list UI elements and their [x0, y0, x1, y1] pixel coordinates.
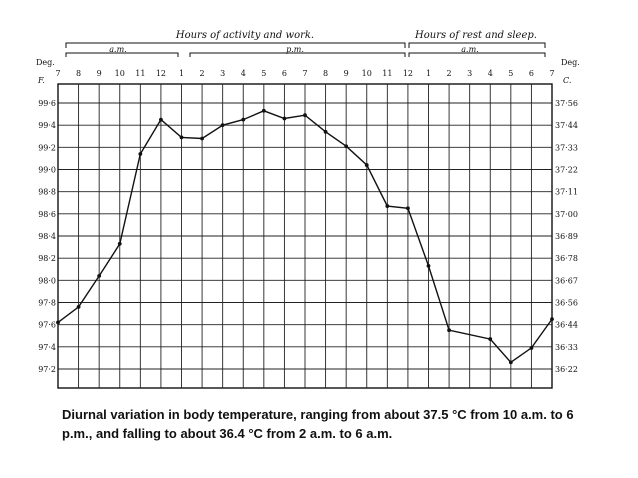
y-tick-label-c: 36·44: [555, 321, 578, 330]
temperature-chart: Hours of activity and work. Hours of res…: [36, 30, 580, 389]
figure-caption: Diurnal variation in body temperature, r…: [62, 407, 574, 441]
data-point: [426, 264, 431, 268]
data-point: [550, 317, 554, 322]
data-point: [138, 152, 143, 156]
x-tick-label: 3: [467, 69, 472, 78]
y-tick-label-f: 99·0: [38, 166, 56, 175]
y-tick-label-c: 36·33: [555, 343, 578, 352]
data-point: [220, 123, 225, 128]
data-point: [447, 328, 451, 333]
temperature-line: [57, 110, 553, 364]
left-axis-label-unit: F.: [37, 76, 45, 85]
data-point: [261, 108, 266, 113]
x-tick-labels: 7 8 9 10 11 12 1 2 3 4 5 6 7 8 9 10 11 12 1 2 3 4 5 6 7: [55, 69, 554, 78]
x-tick-label: 11: [135, 69, 145, 78]
x-tick-label: 10: [362, 69, 372, 78]
y-tick-label-f: 99·6: [38, 99, 56, 108]
y-tick-label-c: 37·33: [555, 143, 578, 152]
x-tick-label: 8: [323, 69, 328, 78]
y-tick-label-c: 36·78: [555, 254, 578, 263]
data-point: [76, 305, 81, 309]
x-tick-label: 2: [447, 69, 452, 78]
y-tick-label-f: 98·8: [38, 188, 56, 197]
x-tick-label: 4: [241, 69, 246, 78]
data-point: [117, 241, 122, 246]
data-point: [56, 320, 60, 325]
data-point: [282, 116, 287, 121]
y-tick-label-c: 37·11: [555, 188, 578, 197]
x-tick-label: 2: [200, 69, 205, 78]
right-axis-label-unit: C.: [563, 76, 571, 85]
data-point: [323, 129, 328, 134]
data-point: [488, 337, 493, 341]
x-tick-label: 9: [344, 69, 349, 78]
y-tick-label-f: 98·6: [38, 210, 56, 219]
x-tick-label: 12: [156, 69, 166, 78]
y-tick-label-c: 37·56: [555, 99, 578, 108]
x-tick-label: 9: [97, 69, 102, 78]
x-tick-label: 6: [282, 69, 287, 78]
y-tick-label-f: 97·2: [38, 365, 56, 374]
y-tick-label-f: 99·2: [38, 143, 56, 152]
y-tick-label-c: 37·44: [555, 121, 578, 130]
y-tick-label-f: 97·8: [38, 299, 56, 308]
data-point: [179, 135, 184, 140]
temperature-series: [56, 108, 554, 365]
y-tick-label-f: 98·2: [38, 254, 56, 263]
subheader-pm: p.m.: [286, 45, 304, 54]
y-tick-label-c: 36·67: [555, 276, 578, 285]
x-tick-label: 8: [76, 69, 81, 78]
header-activity: Hours of activity and work.: [175, 30, 314, 41]
data-point: [97, 274, 102, 278]
data-point: [385, 204, 390, 208]
y-tick-label-f: 99·4: [38, 121, 56, 130]
x-tick-label: 7: [55, 69, 60, 78]
x-tick-label: 5: [261, 69, 266, 78]
y-tick-label-f: 97·6: [38, 321, 56, 330]
header-brackets: [65, 42, 546, 57]
y-tick-label-c: 36·89: [555, 232, 578, 241]
data-point: [200, 136, 204, 141]
y-tick-label-f: 98·4: [38, 232, 56, 241]
x-tick-label: 3: [220, 69, 225, 78]
left-axis-label-deg: Deg.: [36, 58, 55, 67]
grid-lines: [57, 83, 553, 389]
x-tick-label: 5: [508, 69, 513, 78]
subheader-am-1: a.m.: [109, 45, 126, 54]
data-point: [303, 113, 307, 118]
x-tick-label: 1: [426, 69, 431, 78]
y-tick-label-f: 97·4: [38, 343, 56, 352]
data-point: [529, 346, 534, 350]
data-point: [241, 117, 246, 122]
y-tick-label-c: 36·56: [555, 299, 578, 308]
x-tick-label: 1: [179, 69, 184, 78]
y-tick-label-c: 36·22: [555, 365, 578, 374]
x-tick-label: 11: [382, 69, 392, 78]
right-axis-label-deg: Deg.: [561, 58, 580, 67]
x-tick-label: 6: [529, 69, 534, 78]
header-rest: Hours of rest and sleep.: [414, 30, 537, 41]
y-tick-labels-fahrenheit: 99·6 99·4 99·2 99·0 98·8 98·6 98·4 98·2 98·0 97·8…: [38, 99, 56, 374]
x-tick-label: 12: [403, 69, 413, 78]
data-point: [406, 206, 410, 211]
y-tick-label-c: 37·00: [555, 210, 578, 219]
x-tick-label: 7: [549, 69, 554, 78]
data-point: [159, 117, 163, 122]
y-tick-label-c: 37·22: [555, 166, 578, 175]
x-tick-label: 4: [488, 69, 493, 78]
y-tick-label-f: 98·0: [38, 276, 56, 285]
x-tick-label: 10: [115, 69, 125, 78]
x-tick-label: 7: [302, 69, 307, 78]
y-tick-labels-celsius: 37·56 37·44 37·33 37·22 37·11 37·00 36·89 36·78…: [555, 99, 578, 374]
data-point: [344, 144, 349, 149]
data-point: [364, 163, 369, 167]
subheader-am-2: a.m.: [461, 45, 478, 54]
data-point: [508, 360, 513, 365]
